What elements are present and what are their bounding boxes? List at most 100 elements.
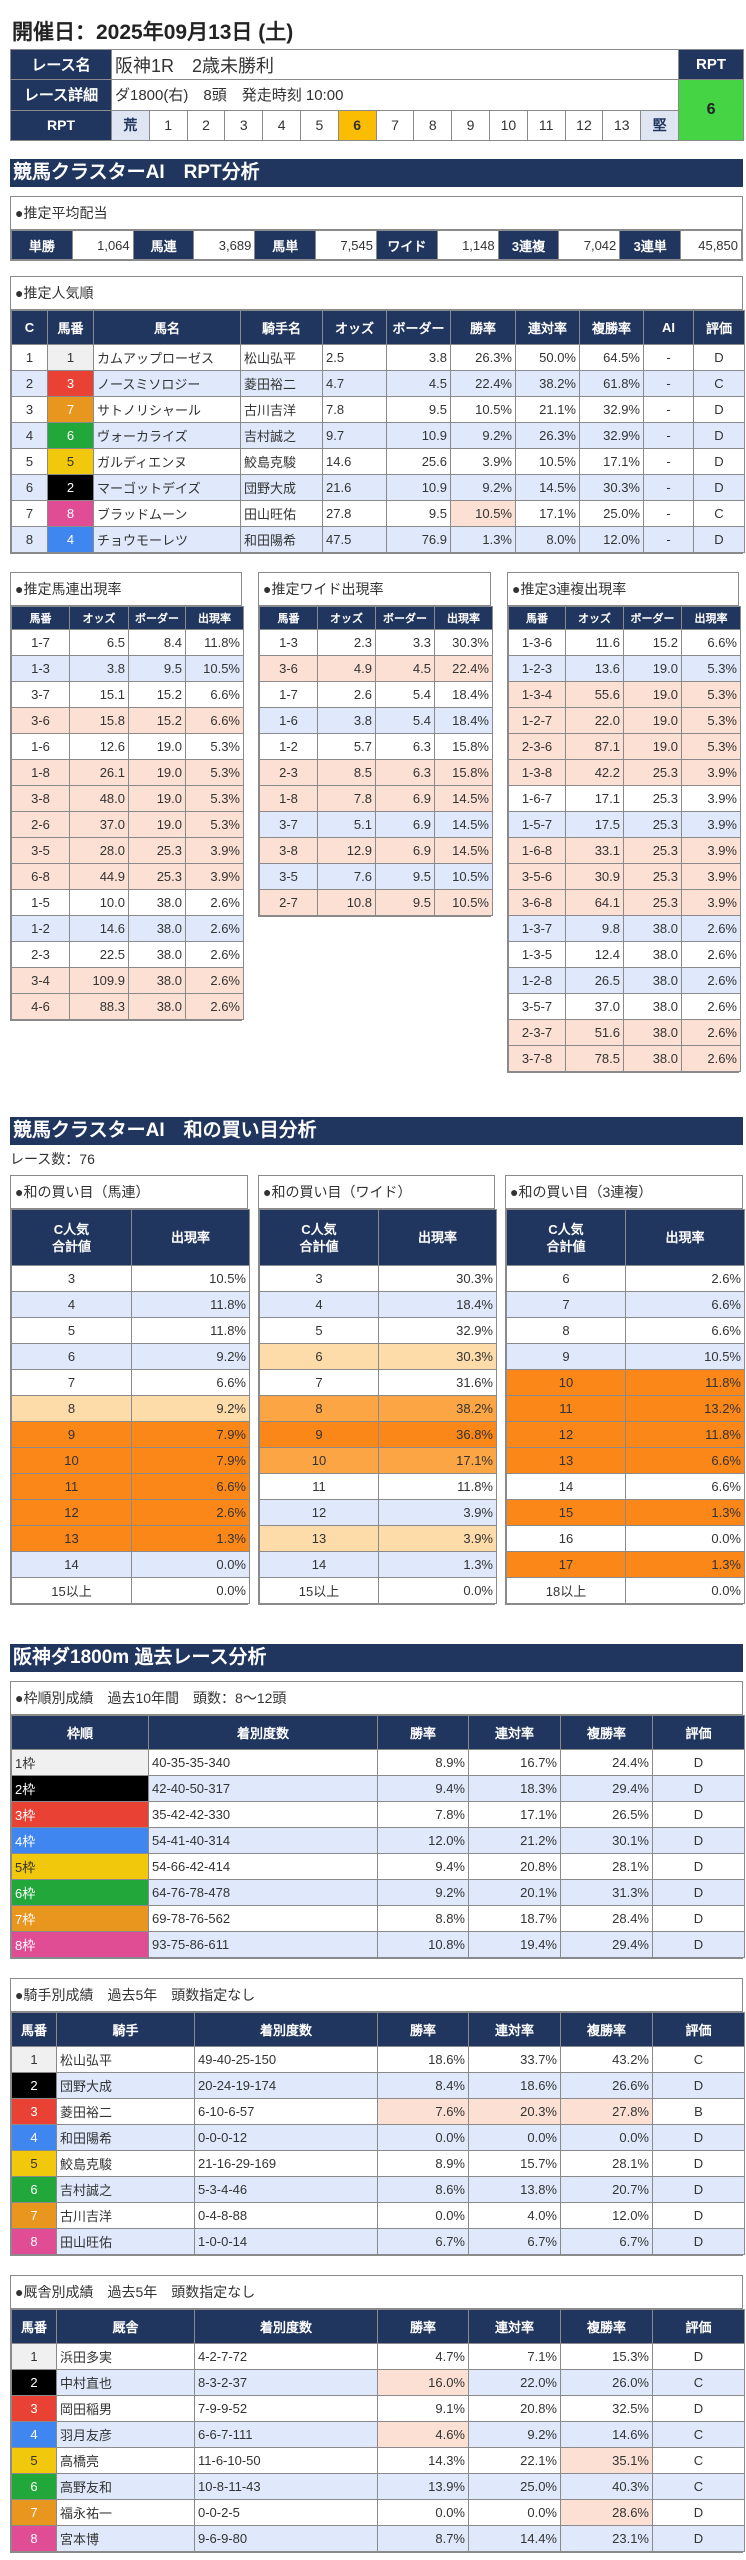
sum-cell: 12 xyxy=(11,1499,132,1526)
trainer-row: 8 宮本博 9-6-9-80 8.7% 14.4% 23.1% D xyxy=(11,2525,745,2552)
horse-number-cell: 5 xyxy=(47,448,94,475)
wa-umaren-row: 14 0.0% xyxy=(11,1551,250,1578)
umaren-row: 3-6 15.8 15.2 6.6% xyxy=(11,707,244,734)
place-rate-cell: 17.1% xyxy=(579,448,644,475)
ai-cell: - xyxy=(643,500,694,527)
sanrenpuku-row: 1-3-7 9.8 38.0 2.6% xyxy=(508,915,741,942)
jockey-cell: 鮫島克駿 xyxy=(240,448,323,475)
sum-cell: 13 xyxy=(259,1525,379,1552)
wa-umaren-row: 10 7.9% xyxy=(11,1447,250,1474)
record-cell: 6-10-6-57 xyxy=(194,2098,378,2125)
odds-cell: 87.1 xyxy=(565,733,624,760)
horse-number-cell: 8 xyxy=(11,2228,57,2255)
rpt-scale-cell: 堅 xyxy=(640,109,680,142)
sum-cell: 14 xyxy=(259,1551,379,1578)
border-cell: 38.0 xyxy=(623,941,682,968)
grade-cell: D xyxy=(652,2124,745,2151)
rate-cell: 6.6% xyxy=(625,1291,745,1318)
wa-sanrenpuku-row: 14 6.6% xyxy=(506,1473,745,1500)
sum-cell: 16 xyxy=(506,1525,626,1552)
odds-cell: 7.8 xyxy=(322,396,387,423)
trainer-row: 1 浜田多実 4-2-7-72 4.7% 7.1% 15.3% D xyxy=(11,2343,745,2370)
quinella-rate-cell: 16.7% xyxy=(468,1749,561,1776)
odds-cell: 26.1 xyxy=(69,759,129,786)
payout-label: ワイド xyxy=(375,230,438,260)
combo-cell: 1-3-4 xyxy=(508,681,566,708)
column-header: 連対率 xyxy=(468,2012,561,2047)
rpt-scale-cell: 7 xyxy=(375,109,415,142)
border-cell: 25.6 xyxy=(386,448,451,475)
rate-cell: 2.6% xyxy=(681,1019,741,1046)
rpt-scale-cell: 1 xyxy=(148,109,188,142)
jockey-cell: 和田陽希 xyxy=(240,526,323,553)
rate-cell: 11.8% xyxy=(625,1369,745,1396)
odds-cell: 51.6 xyxy=(565,1019,624,1046)
rate-cell: 1.3% xyxy=(131,1525,250,1552)
grade-cell: D xyxy=(693,396,745,423)
quinella-rate-cell: 20.8% xyxy=(468,2395,561,2422)
wa-wide-row: 9 36.8% xyxy=(259,1421,497,1448)
wa-sanrenpuku-row: 18以上 0.0% xyxy=(506,1577,745,1604)
section-title-rpt: 競馬クラスターAI RPT分析 xyxy=(10,159,743,187)
wa-umaren-row: 3 10.5% xyxy=(11,1265,250,1292)
horse-number-cell: 2 xyxy=(11,2072,57,2099)
combo-cell: 3-5-7 xyxy=(508,993,566,1020)
wide-row: 1-2 5.7 6.3 15.8% xyxy=(259,733,493,760)
wa-wide-title: ●和の買い目（ワイド） xyxy=(259,1176,494,1209)
horse-number-cell: 4 xyxy=(11,2124,57,2151)
horse-name-cell: マーゴットデイズ xyxy=(93,474,241,501)
sum-cell: 18以上 xyxy=(506,1577,626,1604)
section-title-past: 阪神ダ1800m 過去レース分析 xyxy=(10,1644,743,1672)
umaren-row: 1-2 14.6 38.0 2.6% xyxy=(11,915,244,942)
odds-cell: 12.6 xyxy=(69,733,129,760)
sum-cell: 12 xyxy=(259,1499,379,1526)
combo-cell: 3-5-6 xyxy=(508,863,566,890)
rate-cell: 2.6% xyxy=(185,967,244,994)
quinella-rate-cell: 18.6% xyxy=(468,2072,561,2099)
grade-cell: D xyxy=(652,1775,745,1802)
win-rate-cell: 0.0% xyxy=(377,2202,469,2229)
sanrenpuku-row: 3-7-8 78.5 38.0 2.6% xyxy=(508,1045,741,1072)
jockey-cell: 古川吉洋 xyxy=(240,396,323,423)
waku-row: 3枠 35-42-42-330 7.8% 17.1% 26.5% D xyxy=(11,1801,745,1828)
record-cell: 0-0-0-12 xyxy=(194,2124,378,2151)
border-cell: 19.0 xyxy=(128,733,186,760)
odds-cell: 5.1 xyxy=(317,811,376,838)
grade-cell: D xyxy=(652,2228,745,2255)
combo-cell: 2-3-7 xyxy=(508,1019,566,1046)
odds-cell: 47.5 xyxy=(322,526,387,553)
rate-cell: 0.0% xyxy=(625,1577,745,1604)
wide-row: 3-5 7.6 9.5 10.5% xyxy=(259,863,493,890)
column-header: 馬番 xyxy=(11,606,70,630)
column-header: 複勝率 xyxy=(560,2012,653,2047)
rate-cell: 3.9% xyxy=(378,1499,497,1526)
sum-cell: 14 xyxy=(11,1551,132,1578)
column-header: 連対率 xyxy=(468,1715,561,1750)
place-rate-cell: 64.5% xyxy=(579,344,644,371)
sum-cell: 11 xyxy=(259,1473,379,1500)
grade-cell: D xyxy=(693,526,745,553)
odds-cell: 3.8 xyxy=(69,655,129,682)
odds-cell: 9.8 xyxy=(565,915,624,942)
rate-cell: 10.5% xyxy=(185,655,244,682)
border-cell: 3.8 xyxy=(386,344,451,371)
combo-cell: 1-2-8 xyxy=(508,967,566,994)
record-cell: 11-6-10-50 xyxy=(194,2447,378,2474)
record-cell: 93-75-86-611 xyxy=(148,1931,378,1958)
combo-cell: 1-3 xyxy=(11,655,70,682)
rate-cell: 3.9% xyxy=(681,811,741,838)
odds-cell: 4.9 xyxy=(317,655,376,682)
rate-cell: 11.8% xyxy=(131,1291,250,1318)
jockey-row: 3 菱田裕二 6-10-6-57 7.6% 20.3% 27.8% B xyxy=(11,2098,745,2125)
border-cell: 19.0 xyxy=(623,655,682,682)
umaren-row: 3-5 28.0 25.3 3.9% xyxy=(11,837,244,864)
horse-number-cell: 6 xyxy=(11,2473,57,2500)
place-rate-cell: 25.0% xyxy=(579,500,644,527)
win-rate-cell: 9.2% xyxy=(377,1879,469,1906)
combo-cell: 1-2 xyxy=(259,733,318,760)
combo-cell: 1-3-6 xyxy=(508,629,566,656)
rate-cell: 0.0% xyxy=(378,1577,497,1604)
gate-cell: 5枠 xyxy=(11,1853,149,1880)
gate-cell: 8枠 xyxy=(11,1931,149,1958)
